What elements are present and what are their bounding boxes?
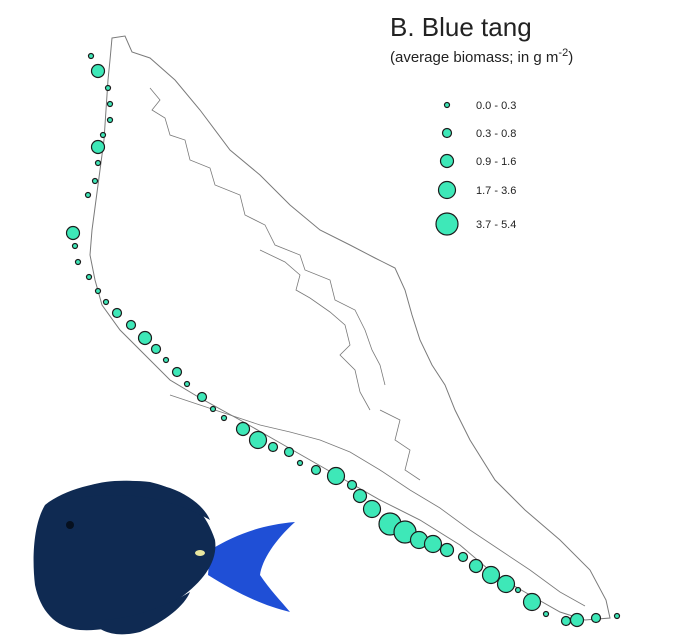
survey-site-marker (560, 615, 572, 627)
inland-boundary (149, 87, 386, 386)
survey-site-marker (209, 405, 217, 413)
survey-site-marker (220, 414, 228, 422)
subtitle-exponent: -2 (558, 47, 569, 59)
survey-site-marker (102, 298, 110, 306)
fish-tail-fin (208, 522, 295, 612)
survey-site-marker (71, 242, 79, 250)
fish-anal-fin (90, 592, 190, 635)
inland-boundary (169, 394, 586, 607)
survey-site-marker (196, 391, 208, 403)
survey-site-marker (283, 446, 295, 458)
fish-spine-mark (195, 550, 205, 556)
map-subtitle: (average biomass; in g m-2) (390, 47, 573, 66)
survey-site-marker (514, 586, 522, 594)
survey-site-marker (457, 551, 469, 563)
survey-site-marker (496, 574, 516, 594)
survey-site-marker (84, 191, 92, 199)
legend-label: 0.3 - 0.8 (476, 128, 516, 140)
survey-site-marker (150, 343, 162, 355)
survey-site-marker (94, 287, 102, 295)
map-title: B. Blue tang (390, 12, 532, 42)
survey-site-marker (326, 466, 346, 486)
survey-site-marker (542, 610, 550, 618)
fish-eye (66, 521, 74, 529)
legend-label: 0.0 - 0.3 (476, 100, 516, 112)
legend-symbol (443, 101, 451, 109)
survey-site-marker (183, 380, 191, 388)
survey-site-marker (296, 459, 304, 467)
survey-site-marker (346, 479, 358, 491)
survey-site-marker (362, 499, 382, 519)
survey-sites-layer (65, 52, 621, 628)
survey-site-marker (125, 319, 137, 331)
legend: 0.0 - 0.3 0.3 - 0.8 0.9 - 1.6 1.7 - 3.6 3.7 … (435, 100, 516, 236)
legend-label: 1.7 - 3.6 (476, 185, 516, 197)
legend-label: 0.9 - 1.6 (476, 156, 516, 168)
inland-boundary (259, 249, 371, 411)
survey-site-marker (162, 356, 170, 364)
survey-site-marker (468, 558, 484, 574)
survey-site-marker (439, 542, 455, 558)
survey-site-marker (423, 534, 443, 554)
subtitle-text: (average biomass; in g m (390, 49, 559, 66)
survey-site-marker (171, 366, 183, 378)
survey-site-marker (85, 273, 93, 281)
survey-site-marker (99, 131, 107, 139)
legend-symbol (441, 127, 453, 139)
subtitle-close: ) (568, 49, 574, 66)
survey-site-marker (90, 139, 106, 155)
survey-site-marker (613, 612, 621, 620)
legend-symbol (435, 212, 459, 236)
survey-site-marker (590, 612, 602, 624)
survey-site-marker (90, 63, 106, 79)
survey-site-marker (352, 488, 368, 504)
survey-site-marker (137, 330, 153, 346)
survey-site-marker (310, 464, 322, 476)
fish-body (33, 480, 216, 631)
survey-site-marker (481, 565, 501, 585)
legend-symbol (439, 153, 455, 169)
survey-site-marker (106, 116, 114, 124)
survey-site-marker (267, 441, 279, 453)
survey-site-marker (74, 258, 82, 266)
survey-site-marker (235, 421, 251, 437)
survey-site-marker (65, 225, 81, 241)
legend-symbol (437, 180, 457, 200)
survey-site-marker (248, 430, 268, 450)
inland-boundary (379, 409, 421, 481)
legend-label: 3.7 - 5.4 (476, 219, 516, 231)
blue-tang-fish-image (33, 480, 295, 635)
survey-site-marker (91, 177, 99, 185)
survey-site-marker (94, 159, 102, 167)
survey-site-marker (106, 100, 114, 108)
fish-dorsal-fin (60, 480, 210, 520)
survey-site-marker (569, 612, 585, 628)
survey-site-marker (104, 84, 112, 92)
survey-site-marker (111, 307, 123, 319)
survey-site-marker (522, 592, 542, 612)
survey-site-marker (87, 52, 95, 60)
